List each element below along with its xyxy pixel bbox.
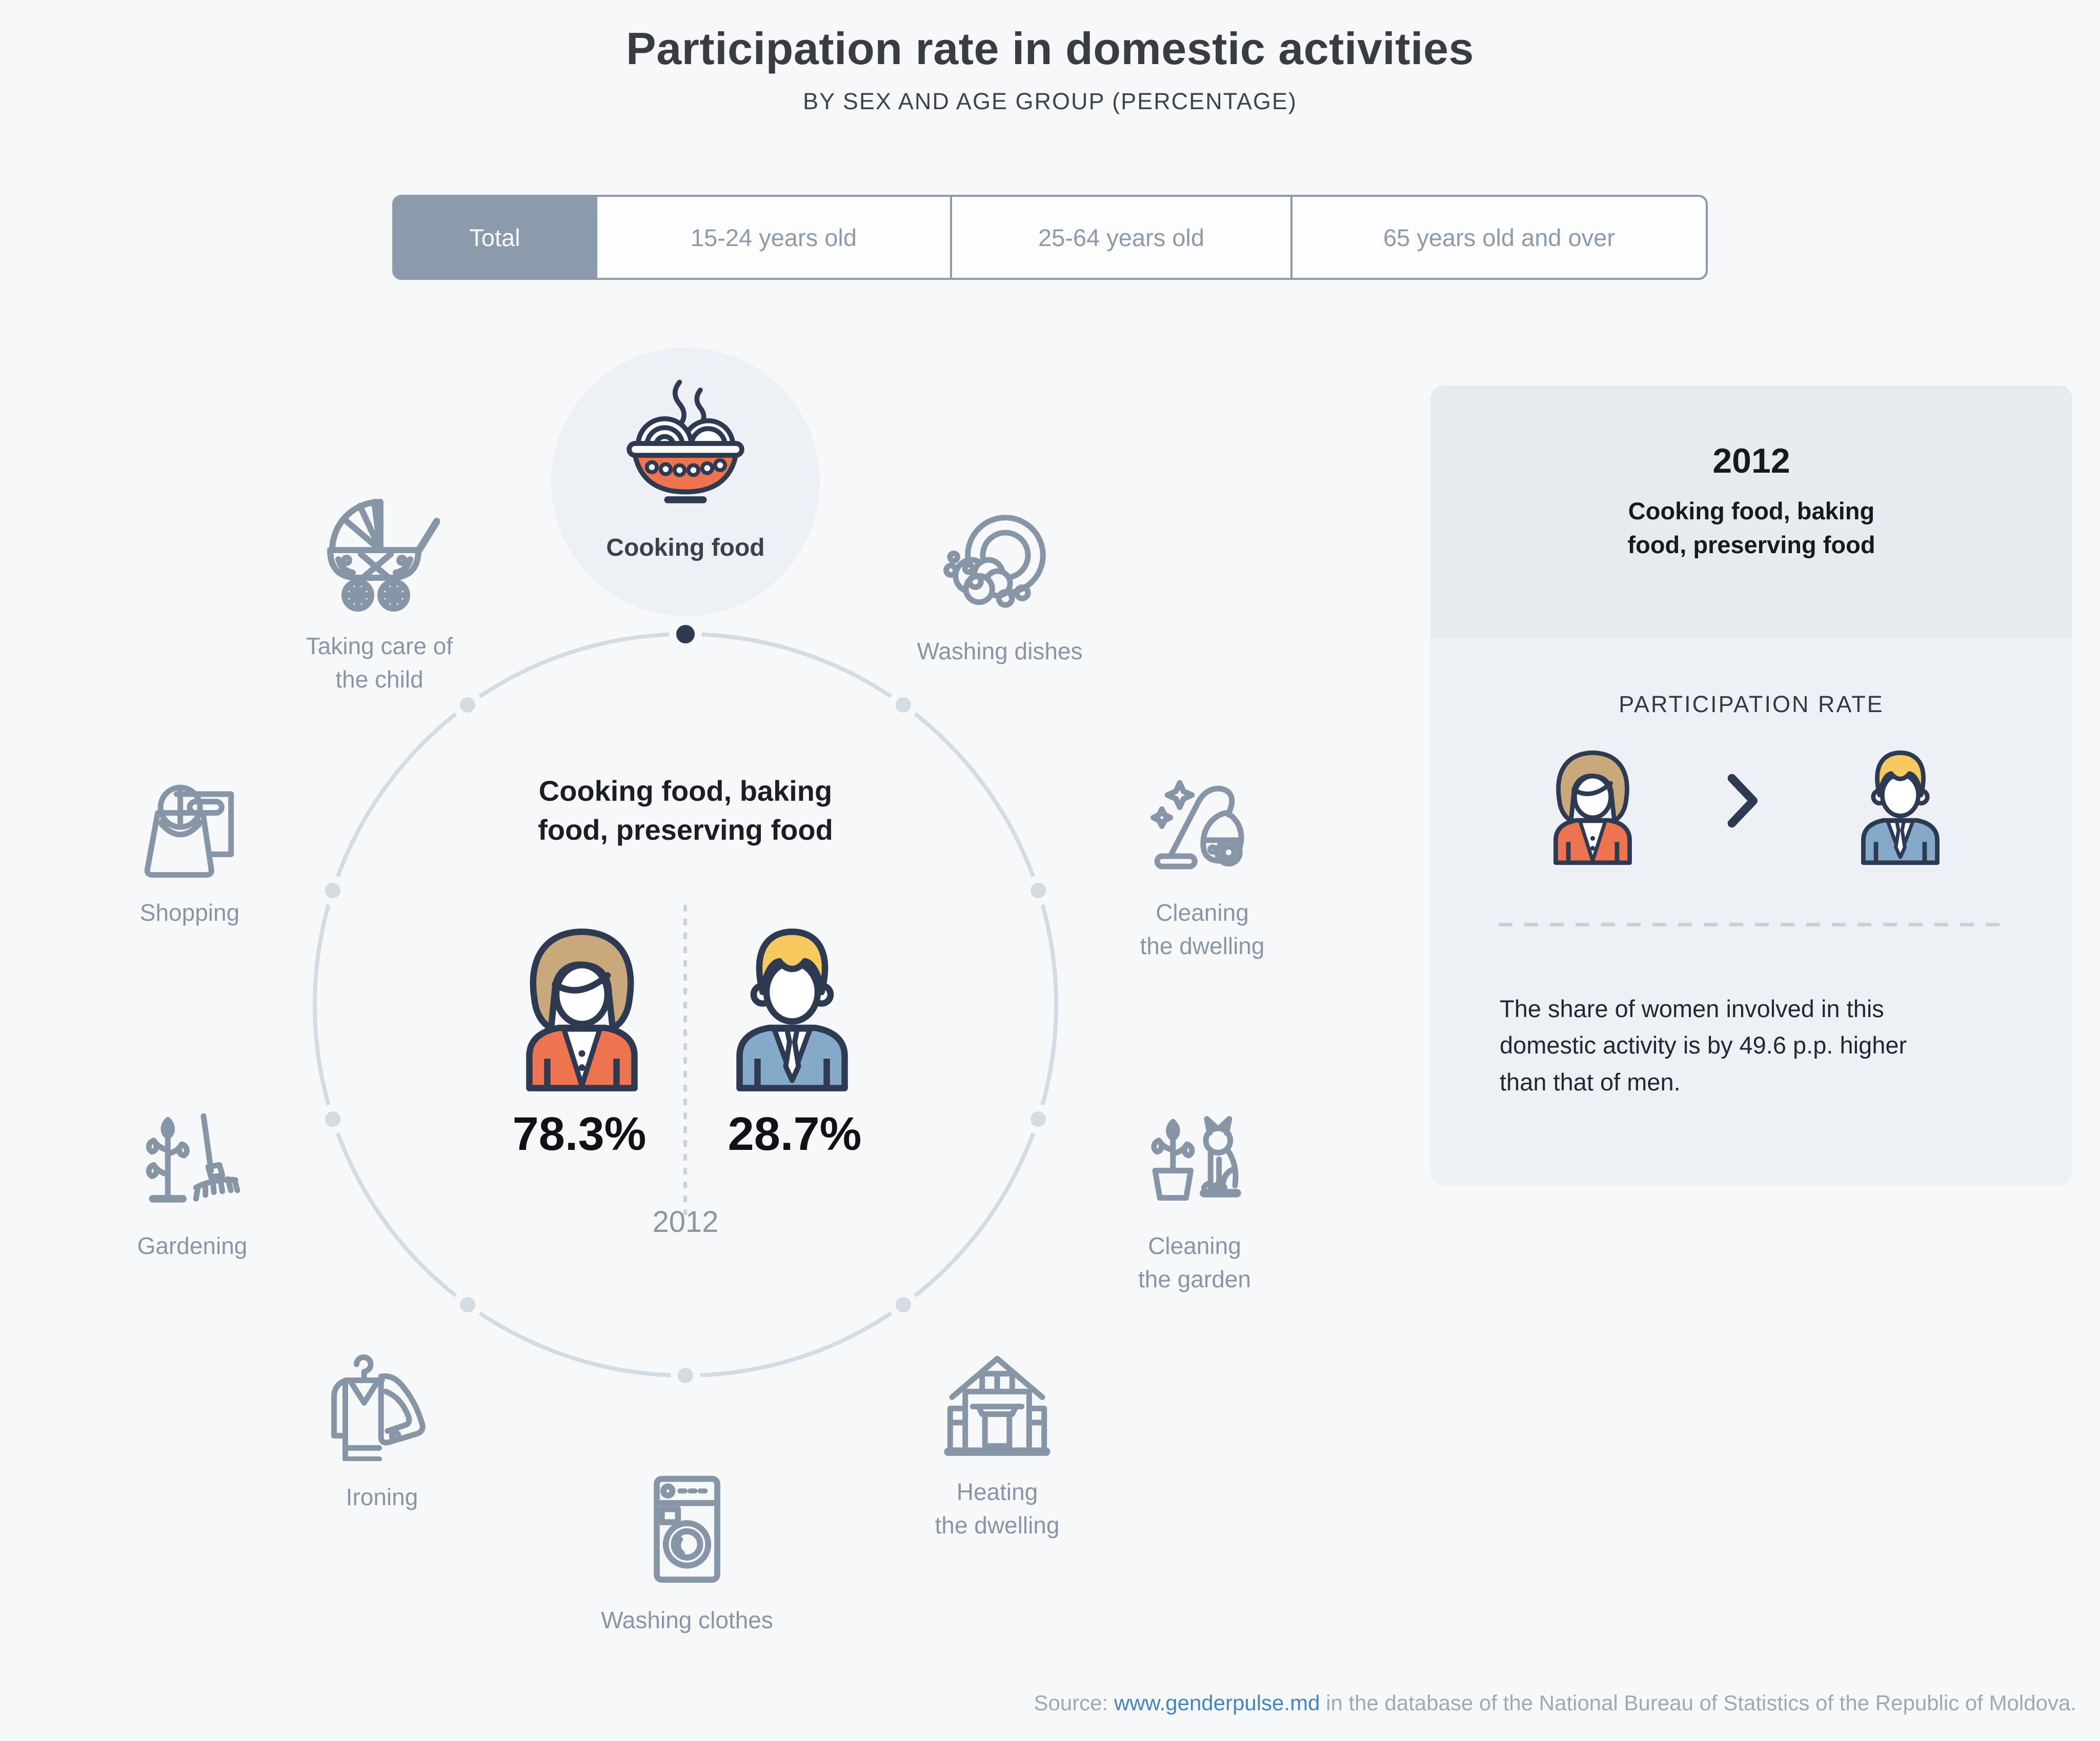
activity-label: Heating the dwelling xyxy=(935,1479,1060,1539)
woman-icon xyxy=(505,923,659,1092)
source-link[interactable]: www.genderpulse.md xyxy=(1114,1691,1320,1715)
noodle-bowl-icon xyxy=(616,374,755,513)
activity-label: Taking care of the child xyxy=(306,633,453,693)
vacuum-cleaner-icon xyxy=(1146,772,1259,884)
detail-panel-body: PARTICIPATION RATE The share of women in… xyxy=(1430,638,2072,1185)
tab-25-64[interactable]: 25-64 years old xyxy=(950,197,1290,278)
source-label: Source: xyxy=(1034,1691,1114,1715)
plate-bubbles-icon xyxy=(943,510,1056,623)
age-group-tabs: Total 15-24 years old 25-64 years old 65… xyxy=(392,195,1708,280)
tab-total[interactable]: Total xyxy=(394,197,595,278)
washing-machine-icon xyxy=(627,1469,748,1590)
panel-activity-title: Cooking food, baking food, preserving fo… xyxy=(1627,497,1875,558)
center-divider xyxy=(683,905,687,1215)
iron-shirt-icon xyxy=(326,1348,438,1461)
page-title: Participation rate in domestic activitie… xyxy=(626,23,1474,74)
men-percentage: 28.7% xyxy=(728,1108,862,1160)
women-percentage: 78.3% xyxy=(512,1108,647,1160)
ring-dot-selected xyxy=(669,618,702,651)
activity-label: Washing clothes xyxy=(601,1607,773,1633)
panel-year: 2012 xyxy=(1712,441,1790,480)
activity-label: Cleaning the garden xyxy=(1138,1232,1251,1293)
detail-panel-header: 2012 Cooking food, baking food, preservi… xyxy=(1430,386,2072,638)
potted-plant-cat-icon xyxy=(1138,1105,1251,1218)
panel-dashed-divider xyxy=(1499,923,2005,926)
woman-icon xyxy=(1539,746,1647,865)
baby-pram-icon xyxy=(317,490,440,613)
tab-15-24[interactable]: 15-24 years old xyxy=(595,197,950,278)
selected-activity-label: Cooking food xyxy=(606,534,765,561)
tab-65-over[interactable]: 65 years old and over xyxy=(1290,197,1706,278)
activity-label: Shopping xyxy=(139,899,240,926)
activity-label: Ironing xyxy=(346,1484,418,1510)
detail-panel: 2012 Cooking food, baking food, preservi… xyxy=(1430,386,2072,1185)
man-icon xyxy=(715,923,869,1092)
source-rest: in the database of the National Bureau o… xyxy=(1320,1691,2076,1715)
plant-rake-icon xyxy=(136,1105,249,1218)
panel-note: The share of women involved in this dome… xyxy=(1500,995,1907,1096)
participation-rate-title: PARTICIPATION RATE xyxy=(1619,691,1884,717)
greater-than-icon xyxy=(1726,772,1760,829)
activity-label: Washing dishes xyxy=(917,638,1083,664)
man-icon xyxy=(1846,746,1954,865)
activity-label: Gardening xyxy=(137,1232,248,1259)
source-line: Source: www.genderpulse.md in the databa… xyxy=(1034,1691,2076,1715)
center-year-label: 2012 xyxy=(652,1205,719,1239)
shopping-bag-icon xyxy=(133,772,246,884)
center-activity-title: Cooking food, baking food, preserving fo… xyxy=(538,775,833,846)
page-subtitle: BY SEX AND AGE GROUP (PERCENTAGE) xyxy=(803,88,1297,114)
house-icon xyxy=(941,1348,1054,1461)
activity-label: Cleaning the dwelling xyxy=(1140,899,1265,960)
